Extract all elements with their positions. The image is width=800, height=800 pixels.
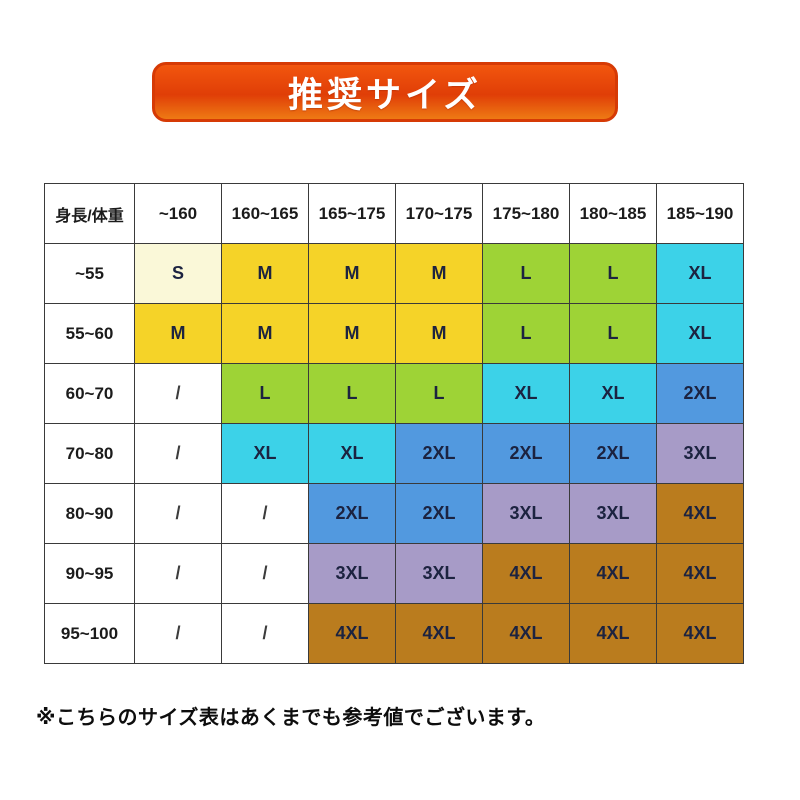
size-cell-empty: / (134, 603, 222, 664)
size-cell: 4XL (308, 603, 396, 664)
size-cell: XL (482, 363, 570, 424)
header-cell-height-weight: 身長/体重 (44, 183, 135, 244)
size-cell: 3XL (395, 543, 483, 604)
size-cell-empty: / (134, 423, 222, 484)
size-cell: 3XL (482, 483, 570, 544)
size-table-head: 身長/体重 ~160 160~165 165~175 170~175 175~180 180… (44, 183, 744, 244)
banner-title: 推奨サイズ (288, 75, 482, 115)
size-cell: 2XL (308, 483, 396, 544)
row-label-cell: ~55 (44, 243, 135, 304)
size-cell-empty: / (134, 483, 222, 544)
row-label-cell: 80~90 (44, 483, 135, 544)
size-cell: 2XL (482, 423, 570, 484)
size-cell-empty: / (134, 363, 222, 424)
size-cell: M (308, 303, 396, 364)
size-cell: M (221, 303, 309, 364)
size-cell: M (395, 303, 483, 364)
table-row: ~55 S M M M L L XL (44, 243, 744, 304)
size-cell: L (482, 303, 570, 364)
header-cell: ~160 (134, 183, 222, 244)
size-table: 身長/体重 ~160 160~165 165~175 170~175 175~180 180… (44, 183, 744, 664)
size-cell: 3XL (656, 423, 744, 484)
size-cell: L (482, 243, 570, 304)
recommended-size-banner: 推奨サイズ (152, 62, 618, 122)
header-cell: 170~175 (395, 183, 483, 244)
size-cell: 4XL (656, 483, 744, 544)
row-label-cell: 60~70 (44, 363, 135, 424)
header-row: 身長/体重 ~160 160~165 165~175 170~175 175~180 180… (44, 183, 744, 244)
row-label-cell: 90~95 (44, 543, 135, 604)
size-cell: L (221, 363, 309, 424)
table-row: 60~70/L L L XL XL 2XL (44, 363, 744, 424)
size-cell: 4XL (395, 603, 483, 664)
size-cell: 4XL (656, 603, 744, 664)
table-row: 70~80/XL XL 2XL 2XL 2XL 3XL (44, 423, 744, 484)
size-cell: M (395, 243, 483, 304)
size-cell: 3XL (308, 543, 396, 604)
size-cell: 2XL (656, 363, 744, 424)
table-row: 90~95//3XL 3XL 4XL 4XL 4XL (44, 543, 744, 604)
size-cell: 4XL (569, 603, 657, 664)
size-cell: XL (656, 303, 744, 364)
row-label-cell: 55~60 (44, 303, 135, 364)
size-cell: 2XL (569, 423, 657, 484)
size-cell: M (221, 243, 309, 304)
size-cell: 2XL (395, 483, 483, 544)
size-cell: L (308, 363, 396, 424)
size-cell: 4XL (482, 603, 570, 664)
header-cell: 175~180 (482, 183, 570, 244)
size-cell: XL (656, 243, 744, 304)
size-table-container: 身長/体重 ~160 160~165 165~175 170~175 175~180 180… (44, 183, 744, 664)
size-cell: XL (308, 423, 396, 484)
size-cell: S (134, 243, 222, 304)
size-cell-empty: / (221, 543, 309, 604)
row-label-cell: 70~80 (44, 423, 135, 484)
table-row: 80~90//2XL 2XL 3XL 3XL 4XL (44, 483, 744, 544)
size-cell: L (395, 363, 483, 424)
size-cell: 3XL (569, 483, 657, 544)
header-cell: 165~175 (308, 183, 396, 244)
size-cell: M (134, 303, 222, 364)
size-cell: 2XL (395, 423, 483, 484)
size-cell-empty: / (221, 483, 309, 544)
size-cell: 4XL (482, 543, 570, 604)
size-cell: XL (221, 423, 309, 484)
size-cell: 4XL (569, 543, 657, 604)
header-cell: 180~185 (569, 183, 657, 244)
size-table-body: ~55 S M M M L L XL 55~60 M M M M L L XL 60~70/L L L XL XL 2XL… (44, 243, 744, 664)
size-cell: M (308, 243, 396, 304)
size-cell-empty: / (221, 603, 309, 664)
size-cell: XL (569, 363, 657, 424)
size-cell: 4XL (656, 543, 744, 604)
size-cell-empty: / (134, 543, 222, 604)
header-cell: 185~190 (656, 183, 744, 244)
table-row: 55~60 M M M M L L XL (44, 303, 744, 364)
header-cell: 160~165 (221, 183, 309, 244)
row-label-cell: 95~100 (44, 603, 135, 664)
size-cell: L (569, 243, 657, 304)
size-cell: L (569, 303, 657, 364)
table-row: 95~100//4XL 4XL 4XL 4XL 4XL (44, 603, 744, 664)
footnote: ※こちらのサイズ表はあくまでも参考値でございます。 (36, 707, 546, 729)
